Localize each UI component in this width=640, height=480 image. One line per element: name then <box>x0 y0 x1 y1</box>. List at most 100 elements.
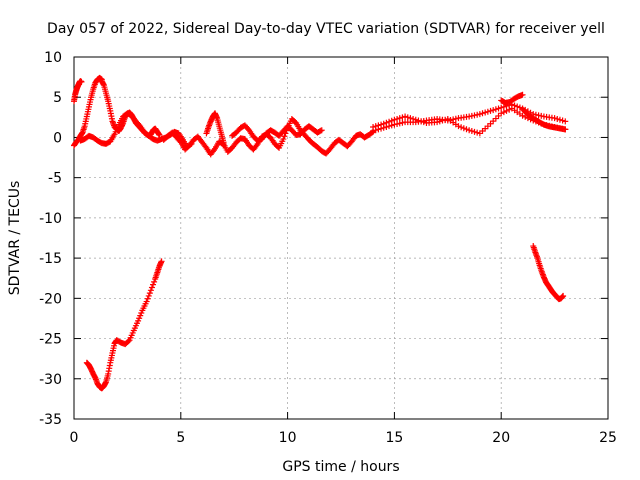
data-point <box>418 118 425 125</box>
series-arc-5 <box>160 129 227 158</box>
y-tick-label: 10 <box>44 50 62 66</box>
y-tick-label: 0 <box>53 130 62 146</box>
data-point <box>420 119 427 126</box>
x-axis-label: GPS time / hours <box>282 459 399 475</box>
data-point <box>500 109 507 116</box>
y-tick-label: -10 <box>39 211 62 227</box>
data-point <box>455 123 462 130</box>
data-point <box>468 128 475 135</box>
data-point <box>380 120 387 127</box>
data-point <box>135 317 142 324</box>
data-point <box>498 110 505 117</box>
y-axis-label: SDTVAR / TECUs <box>7 181 23 296</box>
data-point <box>562 126 569 133</box>
data-point <box>391 116 398 123</box>
data-point <box>394 120 401 127</box>
data-point <box>471 128 478 135</box>
chart-title: Day 057 of 2022, Sidereal Day-to-day VTE… <box>47 21 605 37</box>
data-point <box>468 112 475 119</box>
y-tick-label: -20 <box>39 291 62 307</box>
data-point <box>317 127 324 134</box>
data-point <box>407 115 414 122</box>
data-point <box>471 112 478 119</box>
data-point <box>148 284 155 291</box>
data-point <box>386 118 393 125</box>
y-tick-label: -35 <box>39 412 62 428</box>
data-point <box>158 258 165 265</box>
data-point <box>176 138 183 145</box>
data-point <box>514 103 521 110</box>
data-point <box>138 310 145 317</box>
data-point <box>136 315 143 322</box>
y-tick-label: -15 <box>39 251 62 267</box>
data-point <box>556 116 563 123</box>
data-point <box>474 111 481 118</box>
series-arc-4 <box>77 110 195 151</box>
data-point <box>439 117 446 124</box>
data-point <box>280 136 287 143</box>
data-point <box>551 115 558 122</box>
data-point <box>383 119 390 126</box>
y-tick-label: -30 <box>39 372 62 388</box>
series-arc-3 <box>98 78 163 139</box>
data-point <box>151 278 158 285</box>
data-point <box>559 117 566 124</box>
data-point <box>372 123 379 130</box>
x-tick-label: 0 <box>70 430 79 446</box>
data-point <box>466 127 473 134</box>
x-axis-ticks: 0 5 10 15 20 25 <box>70 57 617 446</box>
data-point <box>560 292 567 299</box>
data-point <box>538 112 545 119</box>
data-point <box>150 281 157 288</box>
data-point <box>78 78 85 85</box>
data-point <box>125 338 132 345</box>
data-points <box>71 74 569 392</box>
data-point <box>281 133 288 140</box>
y-tick-label: 5 <box>53 90 62 106</box>
data-point <box>466 113 473 120</box>
data-point <box>554 115 561 122</box>
x-tick-label: 20 <box>492 430 510 446</box>
data-point <box>479 110 486 117</box>
data-point <box>318 127 325 134</box>
data-point <box>490 118 497 125</box>
x-tick-label: 5 <box>176 430 185 446</box>
data-point <box>492 106 499 113</box>
data-point <box>495 105 502 112</box>
data-point <box>506 106 513 113</box>
data-point <box>535 112 542 119</box>
data-point <box>482 109 489 116</box>
series-arc-1 <box>71 78 85 105</box>
x-tick-label: 10 <box>279 430 297 446</box>
data-point <box>532 111 539 118</box>
data-point <box>492 115 499 122</box>
data-point <box>458 124 465 131</box>
data-point <box>144 295 151 302</box>
data-point <box>402 113 409 120</box>
data-point <box>375 122 382 129</box>
plot-frame <box>73 56 609 420</box>
data-point <box>394 115 401 122</box>
data-point <box>460 125 467 132</box>
y-axis-ticks: -35 -30 -25 -20 -15 -10 -5 0 5 10 <box>39 50 608 428</box>
data-point <box>396 120 403 127</box>
series-arc-12 <box>519 106 569 133</box>
x-tick-label: 15 <box>385 430 403 446</box>
data-point <box>415 117 422 124</box>
data-point <box>396 115 403 122</box>
data-point <box>143 298 150 305</box>
data-point <box>147 287 154 294</box>
series-arc-13 <box>83 258 165 392</box>
data-point <box>476 111 483 118</box>
data-point <box>442 116 449 123</box>
data-point <box>137 312 144 319</box>
data-point <box>503 107 510 114</box>
data-point <box>519 112 526 119</box>
data-point <box>474 129 481 136</box>
data-point <box>434 119 441 126</box>
data-point <box>412 116 419 123</box>
series-arc-11 <box>498 91 526 106</box>
data-point <box>436 118 443 125</box>
data-point <box>399 114 406 121</box>
data-point <box>484 108 491 115</box>
